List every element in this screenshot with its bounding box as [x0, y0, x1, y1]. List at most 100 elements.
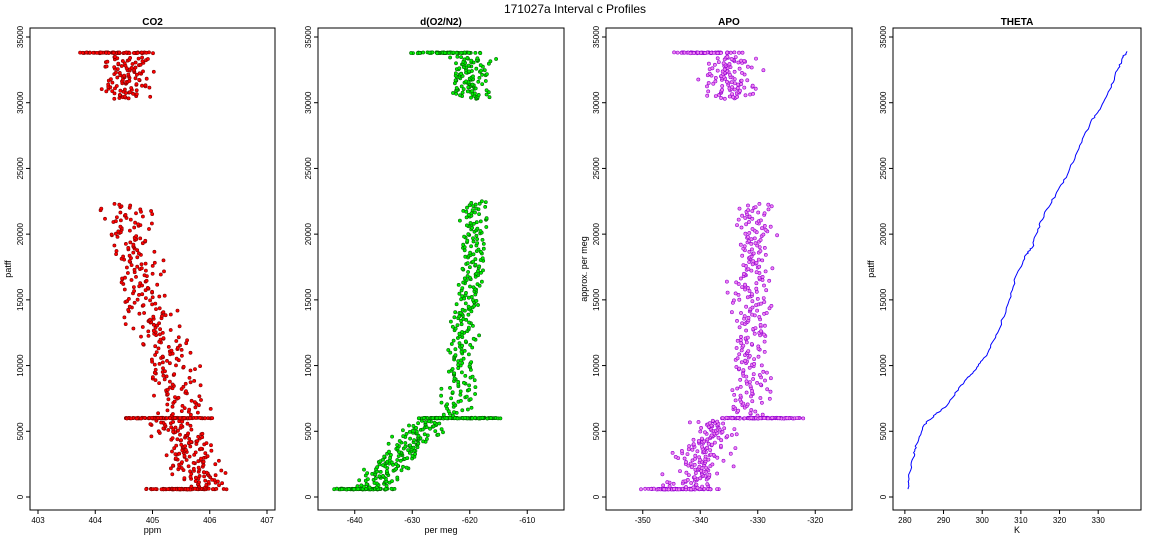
- data-point: [127, 51, 132, 56]
- data-point: [383, 487, 388, 492]
- data-point: [484, 92, 489, 97]
- data-point: [134, 92, 139, 97]
- data-point: [755, 380, 760, 385]
- y-tick-label: 35000: [16, 25, 25, 48]
- data-point: [408, 443, 413, 448]
- panel-apo: APO -350 -340 -330 -320 0 5000 10000 15000 20000 2…: [579, 17, 853, 525]
- data-point: [468, 397, 473, 402]
- data-point: [736, 60, 741, 65]
- data-point: [696, 77, 701, 82]
- data-point: [452, 376, 457, 381]
- data-point: [741, 343, 746, 348]
- data-point: [466, 352, 471, 357]
- data-point: [452, 410, 456, 415]
- y-tick-label: 35000: [304, 25, 313, 48]
- data-point: [740, 213, 745, 218]
- data-point: [403, 441, 408, 445]
- data-point: [700, 444, 704, 449]
- data-point: [139, 266, 144, 271]
- data-point: [463, 339, 468, 344]
- x-tick-label: 330: [1092, 516, 1106, 525]
- data-point: [132, 225, 137, 230]
- data-point: [766, 202, 771, 207]
- data-point: [715, 455, 720, 460]
- panel-title: APO: [718, 17, 740, 28]
- data-point: [459, 358, 463, 363]
- data-point: [732, 50, 737, 55]
- data-point: [460, 408, 465, 413]
- y-tick-label: 5000: [16, 422, 25, 440]
- data-point: [757, 275, 762, 280]
- data-point: [122, 287, 127, 292]
- data-point: [459, 55, 464, 60]
- data-point: [439, 400, 444, 405]
- data-point: [411, 423, 416, 428]
- data-point: [450, 390, 455, 395]
- data-point: [746, 267, 751, 272]
- data-point: [428, 426, 432, 431]
- data-point: [469, 309, 474, 314]
- data-point: [384, 469, 389, 474]
- data-point: [166, 344, 171, 349]
- data-point: [134, 274, 138, 279]
- data-point: [762, 283, 766, 288]
- data-point: [139, 334, 143, 339]
- data-point: [750, 216, 755, 221]
- data-point: [381, 463, 385, 468]
- data-point: [140, 214, 145, 219]
- data-point: [470, 374, 475, 379]
- data-point: [182, 406, 187, 411]
- data-point: [378, 469, 383, 474]
- y-tick-label: 0: [16, 494, 25, 499]
- data-point: [404, 431, 409, 436]
- data-point: [720, 416, 725, 420]
- data-point: [755, 308, 760, 313]
- data-point: [182, 415, 187, 420]
- data-point: [729, 80, 734, 85]
- data-point: [150, 302, 155, 307]
- data-point: [734, 280, 739, 285]
- data-point: [140, 59, 145, 64]
- data-point: [459, 297, 464, 302]
- data-point: [365, 477, 370, 482]
- data-point: [427, 50, 432, 55]
- data-point: [149, 357, 154, 362]
- data-point: [181, 384, 186, 389]
- x-tick-label: -610: [519, 516, 536, 525]
- data-point: [715, 51, 720, 56]
- data-point: [389, 486, 394, 491]
- data-point: [339, 487, 344, 492]
- data-point: [743, 93, 748, 98]
- data-point: [684, 460, 689, 464]
- x-tick-label: 280: [898, 516, 912, 525]
- data-point: [473, 385, 478, 390]
- data-point: [109, 77, 113, 82]
- data-point: [137, 292, 141, 297]
- data-point: [161, 310, 166, 315]
- data-point: [730, 310, 734, 315]
- data-point: [112, 65, 117, 70]
- data-point: [197, 415, 202, 420]
- data-point: [171, 463, 175, 468]
- data-point: [483, 200, 488, 205]
- data-point: [372, 481, 377, 485]
- data-point: [178, 432, 182, 437]
- data-point: [477, 212, 482, 217]
- data-point: [481, 241, 486, 246]
- data-point: [475, 226, 480, 231]
- data-point: [462, 50, 467, 55]
- data-point: [748, 92, 753, 97]
- data-point: [456, 282, 461, 287]
- data-point: [463, 254, 468, 259]
- data-point: [684, 470, 689, 475]
- data-point: [454, 51, 459, 55]
- data-point: [214, 486, 219, 491]
- data-point: [476, 79, 481, 84]
- data-point: [142, 273, 147, 278]
- data-point: [421, 50, 426, 55]
- data-point: [478, 229, 483, 233]
- data-point: [193, 405, 198, 410]
- data-point: [470, 89, 474, 94]
- data-point: [156, 429, 161, 434]
- data-point: [174, 356, 179, 361]
